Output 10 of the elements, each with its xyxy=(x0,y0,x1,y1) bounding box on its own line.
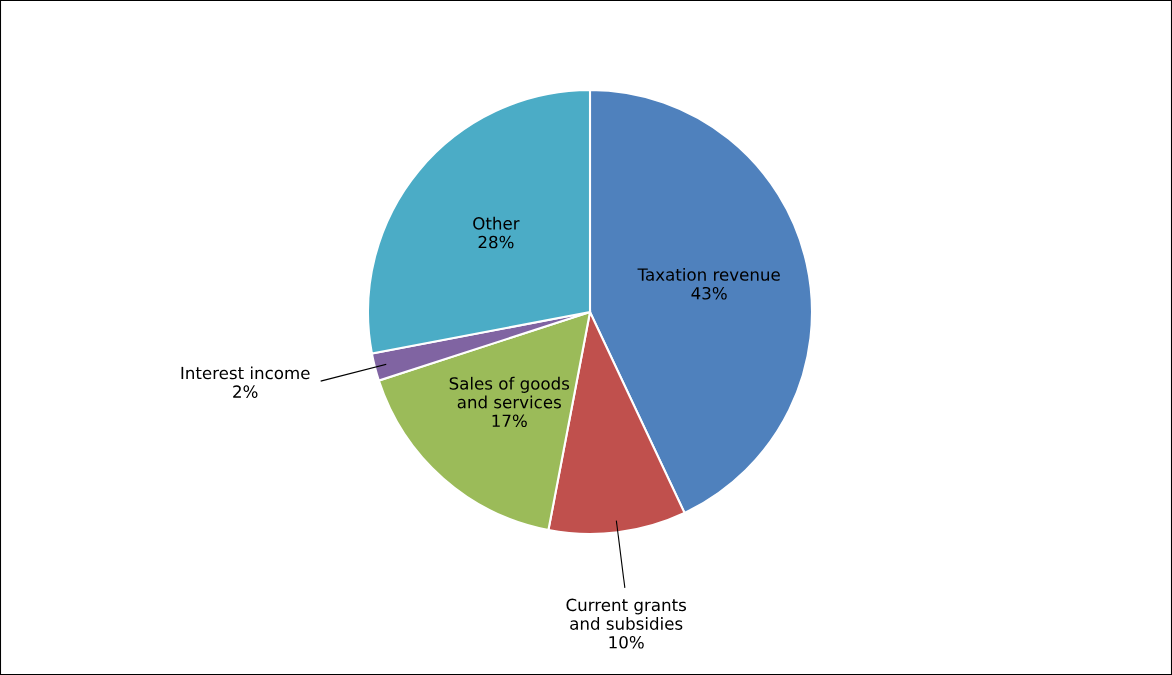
data-label: 10% xyxy=(609,635,644,649)
data-label: 2% xyxy=(233,385,258,398)
data-label: 17% xyxy=(492,414,527,428)
slice-label: Other xyxy=(473,216,520,230)
slice-label: Sales of goods and services xyxy=(449,376,570,409)
slice-label: Interest income xyxy=(181,366,310,380)
slice-label: Taxation revenue xyxy=(637,267,780,281)
data-label: 28% xyxy=(478,235,514,249)
slice-label: Current grants and subsidies xyxy=(566,598,687,630)
data-label: 43% xyxy=(691,286,727,300)
